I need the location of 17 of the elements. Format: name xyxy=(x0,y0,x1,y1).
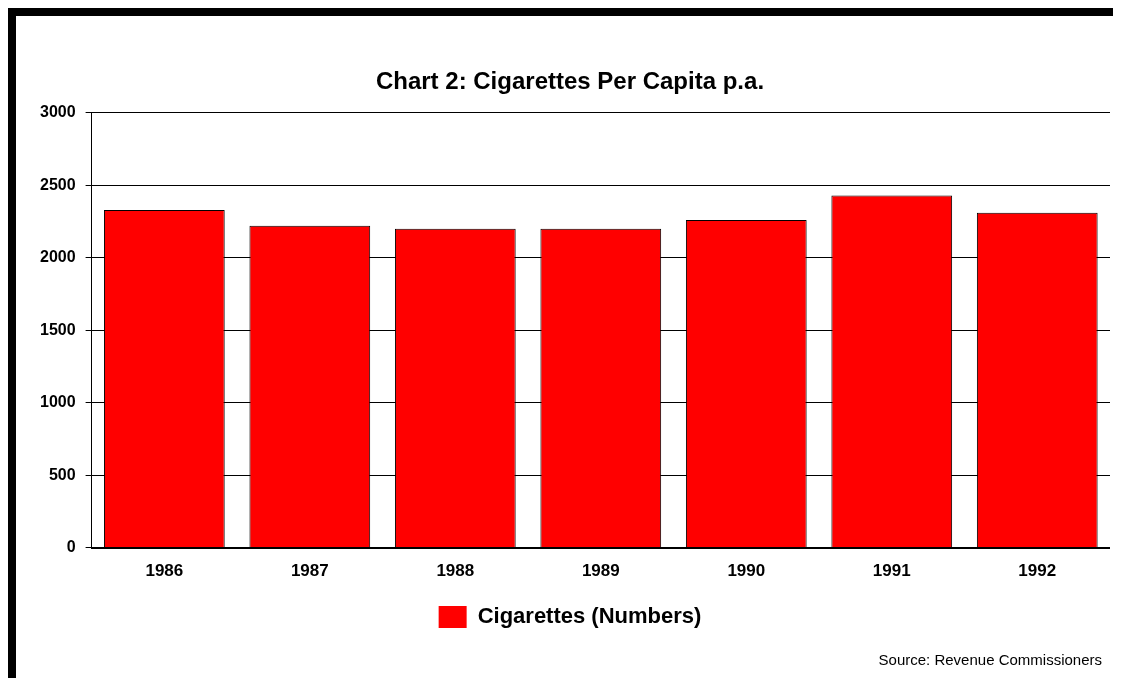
x-tick-label: 1992 xyxy=(1018,561,1057,581)
legend-label: Cigarettes (Numbers) xyxy=(477,603,702,629)
x-tick-label: 1991 xyxy=(872,561,911,581)
y-tick-label: 1500 xyxy=(40,320,76,338)
source-note: Source: Revenue Commissioners xyxy=(878,650,1102,668)
chart-title: Chart 2: Cigarettes Per Capita p.a. xyxy=(375,67,765,95)
y-tick-label: 2000 xyxy=(40,248,76,266)
y-tick-label: 2500 xyxy=(40,175,76,193)
y-tick-label: 500 xyxy=(48,465,76,483)
y-tick-label: 0 xyxy=(66,538,76,556)
y-tick-label: 3000 xyxy=(40,103,76,121)
x-tick-label: 1990 xyxy=(727,561,766,581)
x-tick-label: 1986 xyxy=(145,561,184,581)
x-tick-label: 1988 xyxy=(436,561,475,581)
x-tick-label: 1987 xyxy=(290,561,329,581)
x-tick-label: 1989 xyxy=(581,561,620,581)
y-tick-label: 1000 xyxy=(40,393,76,411)
